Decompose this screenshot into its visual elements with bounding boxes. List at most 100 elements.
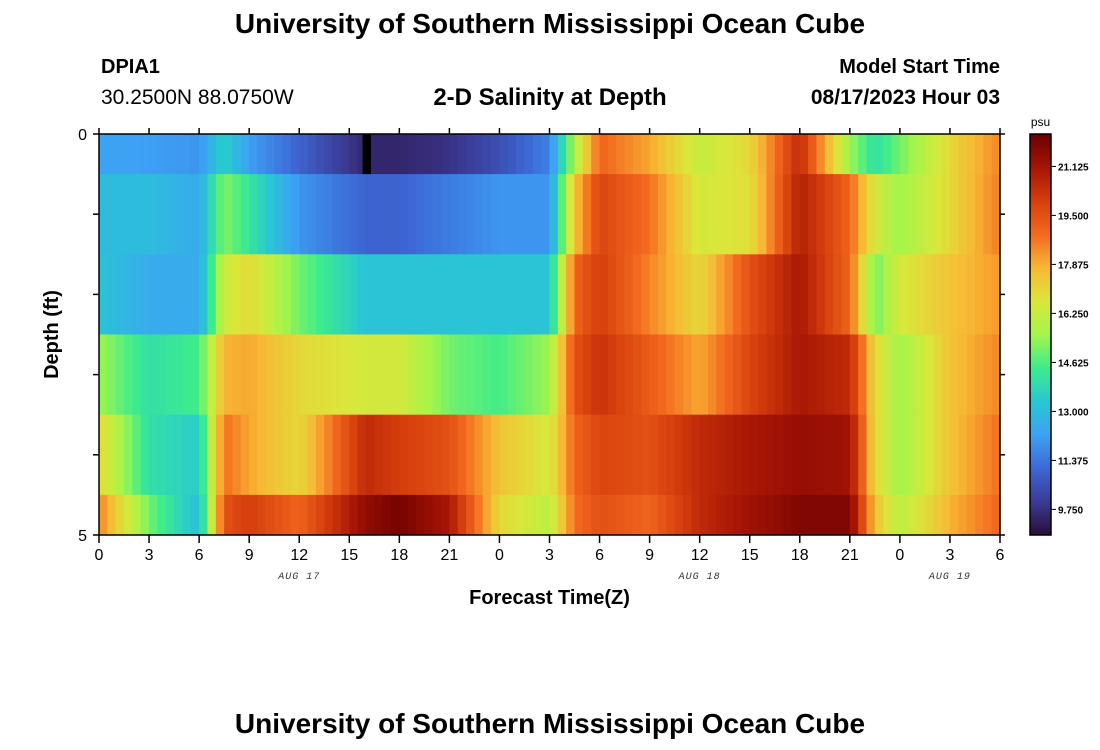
heatmap-cell (749, 254, 759, 335)
heatmap-cell (107, 134, 117, 175)
heatmap-cell (682, 174, 692, 255)
heatmap-cell (265, 334, 275, 416)
heatmap-cell (190, 414, 200, 496)
heatmap-cell (816, 414, 826, 496)
heatmap-cell (783, 334, 793, 416)
heatmap-cell (557, 174, 567, 255)
heatmap-cell (958, 254, 968, 335)
heatmap-cell (941, 174, 951, 255)
heatmap-cell (941, 334, 951, 416)
colorbar-tick-label: 16.250 (1058, 309, 1089, 320)
heatmap-cell (799, 254, 809, 335)
heatmap-cell (632, 334, 642, 416)
heatmap-cell (649, 494, 659, 536)
heatmap-cell (716, 414, 726, 496)
heatmap-cell (733, 334, 742, 416)
heatmap-cell (874, 134, 884, 175)
heatmap-cell (349, 414, 359, 496)
heatmap-cell (357, 134, 367, 175)
heatmap-cell (165, 134, 175, 175)
heatmap-cell (916, 174, 926, 255)
heatmap-cell (307, 334, 317, 416)
heatmap-cell (749, 174, 759, 255)
heatmap-cell (891, 134, 901, 175)
heatmap-cell (758, 494, 767, 536)
heatmap-cell (766, 254, 776, 335)
heatmap-cell (466, 494, 476, 536)
heatmap-cell (549, 414, 559, 496)
heatmap-cell (791, 494, 801, 536)
heatmap-cell (165, 414, 175, 496)
heatmap-cell (666, 134, 676, 175)
heatmap-cell (574, 414, 584, 496)
heatmap-cell (207, 134, 217, 175)
heatmap-cell (249, 174, 259, 255)
heatmap-cell (466, 134, 476, 175)
heatmap-cell (257, 414, 267, 496)
heatmap-cell (315, 174, 325, 255)
x-tick-label: 6 (195, 547, 204, 564)
x-tick-label: 0 (95, 547, 104, 564)
heatmap-cell (441, 494, 450, 536)
heatmap-cell (874, 414, 884, 496)
model-start-value: 08/17/2023 Hour 03 (810, 86, 1000, 109)
x-axis-title: Forecast Time(Z) (469, 587, 630, 609)
heatmap-cell (858, 414, 868, 496)
heatmap-cell (315, 414, 325, 496)
heatmap-cell (357, 334, 367, 416)
heatmap-cell (883, 494, 893, 536)
heatmap-cell (240, 414, 250, 496)
heatmap-cell (449, 134, 459, 175)
heatmap-cell (891, 494, 901, 536)
heatmap-cell (282, 134, 292, 175)
heatmap-cell (491, 414, 501, 496)
heatmap-cell (991, 334, 1001, 416)
x-tick-label: 18 (390, 547, 408, 564)
heatmap-cell (808, 494, 818, 536)
heatmap-cell (841, 494, 851, 536)
heatmap-cell (532, 414, 542, 496)
heatmap-cell (708, 414, 717, 496)
heatmap-cell (916, 414, 926, 496)
heatmap-cell (257, 334, 267, 416)
heatmap-cell (666, 414, 676, 496)
heatmap-cell (699, 494, 709, 536)
x-tick-label: 21 (440, 547, 458, 564)
heatmap-cell (774, 254, 784, 335)
heatmap-cell (491, 134, 501, 175)
heatmap-cell (382, 254, 392, 335)
heatmap-cell (524, 174, 534, 255)
heatmap-cell (574, 254, 584, 335)
heatmap-cell (758, 254, 767, 335)
heatmap-cell (574, 134, 584, 175)
heatmap-cell (933, 334, 943, 416)
heatmap-cell (758, 134, 767, 175)
heatmap-cell (424, 254, 434, 335)
heatmap-cell (708, 334, 717, 416)
heatmap-cell (541, 414, 551, 496)
heatmap-cell (115, 414, 125, 496)
x-tick-label: 12 (290, 547, 308, 564)
heatmap-cell (449, 174, 459, 255)
heatmap-cell (424, 414, 434, 496)
heatmap-cell (274, 494, 284, 536)
heatmap-cell (240, 174, 250, 255)
heatmap-cell (249, 494, 259, 536)
heatmap-cell (165, 334, 175, 416)
heatmap-cell (190, 174, 200, 255)
heatmap-cell (574, 494, 584, 536)
heatmap-cell (632, 414, 642, 496)
heatmap-cell (482, 174, 492, 255)
heatmap-cell (232, 334, 242, 416)
heatmap-cell (532, 174, 542, 255)
heatmap-cell (591, 254, 601, 335)
heatmap-cell (724, 134, 734, 175)
heatmap-cell (441, 334, 450, 416)
heatmap-cell (507, 174, 517, 255)
heatmap-cell (299, 254, 309, 335)
heatmap-cell (399, 134, 409, 175)
heatmap-cell (682, 334, 692, 416)
heatmap-cell (499, 134, 509, 175)
heatmap-cell (741, 494, 751, 536)
heatmap-cell (457, 414, 467, 496)
